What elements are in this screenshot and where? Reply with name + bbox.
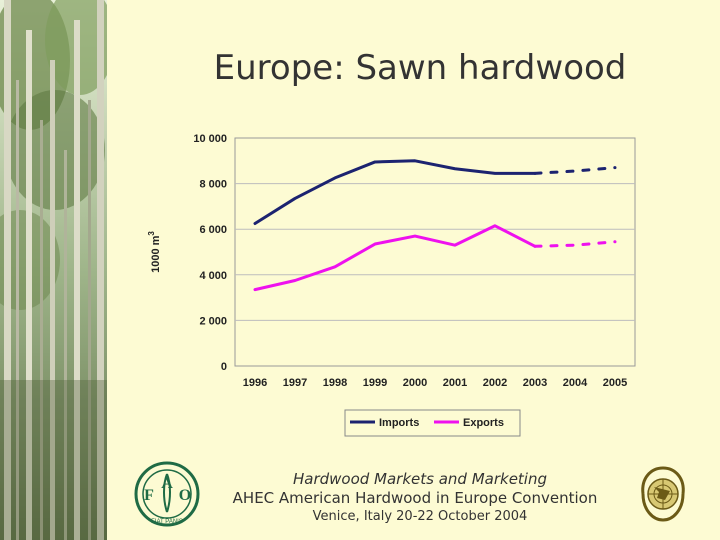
y-tick-label: 6 000 (199, 224, 227, 236)
y-tick-label: 0 (221, 361, 227, 373)
legend-imports-label: Imports (379, 417, 419, 429)
y-axis-ticks: 0 2 000 4 000 6 000 8 000 10 000 (193, 133, 227, 373)
series-lines (253, 159, 617, 292)
x-tick-label: 1999 (363, 377, 387, 389)
x-tick-label: 1997 (283, 377, 307, 389)
y-tick-label: 2 000 (199, 315, 227, 327)
x-tick-label: 2003 (523, 377, 547, 389)
line-chart: 0 2 000 4 000 6 000 8 000 10 000 1996 1997 1998… (147, 133, 636, 437)
x-tick-label: 1998 (323, 377, 347, 389)
x-tick-label: 2002 (483, 377, 507, 389)
fao-letter-a: A (161, 475, 173, 492)
un-emblem-icon (641, 466, 685, 522)
x-tick-label: 2005 (603, 377, 627, 389)
forest-photo (0, 0, 107, 540)
legend-exports-label: Exports (463, 417, 504, 429)
y-axis-label: 1000 m3 (147, 231, 162, 273)
y-tick-label: 4 000 (199, 270, 227, 282)
fao-letter-f: F (144, 487, 154, 504)
slide-title: Europe: Sawn hardwood (213, 48, 627, 88)
x-tick-label: 2004 (563, 377, 588, 389)
series-forecast-imports (533, 166, 617, 175)
series-line-imports (253, 159, 537, 225)
series-forecast-exports (533, 240, 617, 248)
x-tick-label: 2001 (443, 377, 467, 389)
gridlines (235, 183, 635, 321)
x-axis-ticks: 1996 1997 1998 1999 2000 2001 2002 2003 2004 2005 (243, 377, 627, 389)
footer-event-title: Hardwood Markets and Marketing (292, 470, 548, 488)
x-tick-label: 1996 (243, 377, 267, 389)
legend: Imports Exports (344, 409, 521, 437)
fao-motto: FIAT PANIS (151, 519, 183, 525)
y-tick-label: 8 000 (199, 179, 227, 191)
fao-logo: F A O FIAT PANIS (134, 461, 200, 527)
footer-location-date: Venice, Italy 20-22 October 2004 (312, 509, 528, 524)
series-line-exports (253, 224, 537, 292)
y-tick-label: 10 000 (193, 133, 227, 145)
plot-area (234, 137, 636, 367)
footer-convention: AHEC American Hardwood in Europe Convent… (232, 489, 598, 507)
x-tick-label: 2000 (403, 377, 427, 389)
fao-letter-o: O (179, 487, 191, 504)
